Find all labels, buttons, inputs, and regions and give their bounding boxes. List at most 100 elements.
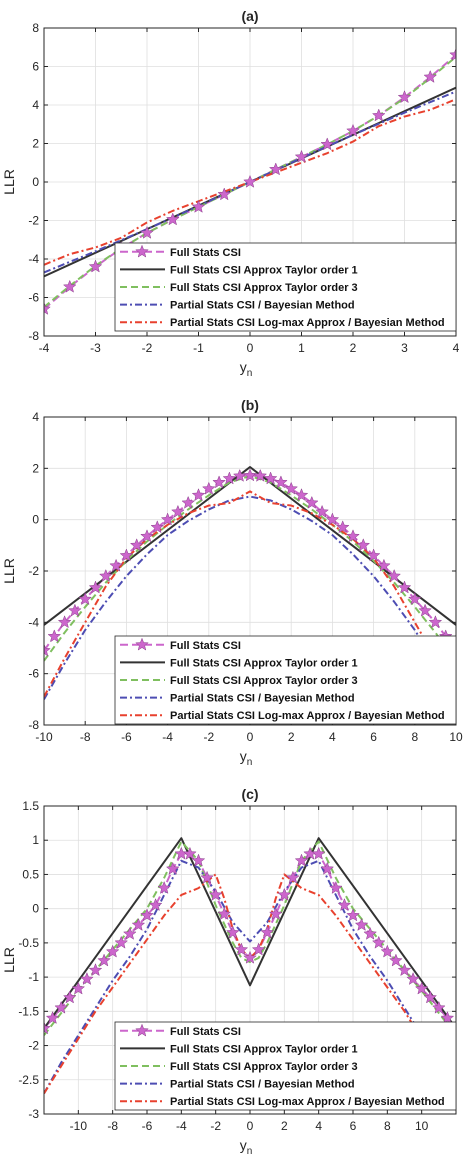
- data-point-star: [366, 548, 381, 562]
- data-point-star: [328, 880, 343, 894]
- y-tick-label: -2: [28, 564, 39, 578]
- data-point-star: [225, 925, 240, 939]
- x-tick-label: 0: [247, 341, 254, 355]
- data-point-star: [44, 643, 51, 657]
- data-point-star: [191, 199, 206, 213]
- series-line-taylor1: [44, 466, 456, 626]
- legend-entry-label: Full Stats CSI Approx Taylor order 1: [170, 1043, 358, 1055]
- y-tick-label: 0.5: [22, 867, 39, 881]
- data-point-star: [337, 898, 352, 912]
- y-tick-label: -1.5: [18, 1004, 39, 1018]
- x-axis-label-main: y: [240, 359, 247, 375]
- data-point-star: [277, 887, 292, 901]
- data-point-star: [44, 1021, 51, 1035]
- data-point-star: [304, 495, 319, 509]
- data-point-star: [119, 548, 134, 562]
- data-point-star: [191, 853, 206, 867]
- data-point-star: [294, 149, 309, 163]
- y-axis-label: LLR: [1, 947, 17, 973]
- data-point-star: [428, 615, 443, 629]
- y-tick-label: -2: [28, 1039, 39, 1053]
- data-point-star: [129, 538, 144, 552]
- y-tick-label: 0: [32, 902, 39, 916]
- data-point-star: [62, 990, 77, 1004]
- x-tick-label: 2: [281, 1119, 288, 1133]
- data-point-star: [201, 481, 216, 495]
- data-point-star: [440, 1010, 455, 1024]
- legend: Full Stats CSI Full Stats CSI Approx Tayl…: [114, 1021, 457, 1111]
- data-point-star: [387, 568, 402, 582]
- x-tick-label: 10: [415, 1119, 429, 1133]
- data-point-star: [140, 529, 154, 543]
- y-axis-label: LLR: [1, 558, 17, 584]
- data-point-star: [109, 558, 123, 572]
- x-axis-label: yn: [240, 748, 253, 768]
- x-tick-label: 0: [247, 1119, 254, 1133]
- data-point-star: [346, 908, 360, 922]
- series-line-partial_bayes: [44, 495, 456, 700]
- x-tick-label: -6: [142, 1119, 153, 1133]
- y-tick-label: -2: [28, 214, 39, 228]
- x-axis-label-main: y: [240, 748, 247, 764]
- legend-entry-label: Full Stats CSI: [170, 1026, 241, 1038]
- chart-title: (a): [241, 8, 258, 24]
- y-tick-label: -4: [28, 615, 39, 629]
- data-point-star: [78, 592, 93, 606]
- data-point-star: [140, 225, 154, 239]
- x-tick-label: 0: [247, 730, 254, 744]
- data-point-star: [88, 580, 103, 594]
- y-tick-label: -2.5: [18, 1073, 39, 1087]
- data-point-star: [423, 69, 438, 83]
- legend-entry-label: Full Stats CSI: [170, 247, 241, 259]
- data-point-star: [234, 942, 249, 956]
- x-tick-label: 6: [350, 1119, 357, 1133]
- data-point-star: [356, 538, 371, 552]
- data-point-star: [286, 870, 300, 884]
- x-tick-label: -4: [162, 730, 173, 744]
- legend-entry-label: Full Stats CSI Approx Taylor order 1: [170, 657, 358, 669]
- x-tick-label: 3: [401, 341, 408, 355]
- data-point-star: [57, 615, 72, 629]
- data-point-star: [253, 468, 268, 482]
- x-tick-label: 2: [288, 730, 295, 744]
- data-point-star: [148, 898, 163, 912]
- data-point-star: [98, 568, 113, 582]
- data-point-star: [150, 520, 165, 534]
- legend: Full Stats CSI Full Stats CSI Approx Tayl…: [114, 242, 457, 332]
- data-point-star: [335, 520, 350, 534]
- legend-entry-label: Partial Stats CSI Log-max Approx / Bayes…: [170, 710, 445, 722]
- x-tick-label: 6: [370, 730, 377, 744]
- series-line-taylor1: [44, 837, 456, 1030]
- data-point-star: [105, 944, 120, 958]
- data-point-star: [45, 1010, 60, 1024]
- data-point-star: [68, 603, 82, 617]
- legend-entry-label: Partial Stats CSI / Bayesian Method: [170, 1079, 355, 1091]
- y-tick-label: -3: [28, 1107, 39, 1121]
- legend-entry-label: Full Stats CSI Approx Taylor order 3: [170, 282, 358, 294]
- y-tick-label: 4: [32, 98, 39, 112]
- data-point-star: [407, 592, 422, 606]
- x-tick-label: -2: [142, 341, 153, 355]
- data-point-star: [62, 279, 77, 293]
- y-tick-label: -8: [28, 718, 39, 732]
- chart-title: (b): [241, 397, 259, 413]
- data-point-star: [320, 137, 335, 151]
- data-point-star: [44, 301, 51, 315]
- y-tick-label: 2: [32, 461, 39, 475]
- data-point-star: [54, 1000, 69, 1014]
- x-axis-label: yn: [240, 359, 253, 379]
- data-point-star: [363, 926, 378, 940]
- chart-panel-2: -10 -8 -6 -4 -2 0 2 4 6 8 10 -3 -2.5 -2 -1.5 -1 -0.5 0 0.5…: [1, 786, 457, 1157]
- series-line-partial_bayes: [44, 859, 456, 1094]
- data-point-star: [114, 935, 129, 949]
- data-point-star: [380, 944, 395, 958]
- legend-box: [114, 1021, 457, 1111]
- x-tick-label: 8: [384, 1119, 391, 1133]
- data-point-star: [71, 981, 86, 995]
- data-point-star: [414, 981, 429, 995]
- data-point-star: [243, 174, 257, 188]
- x-tick-label: -6: [121, 730, 132, 744]
- data-point-star: [406, 971, 420, 985]
- data-point-star: [97, 953, 111, 967]
